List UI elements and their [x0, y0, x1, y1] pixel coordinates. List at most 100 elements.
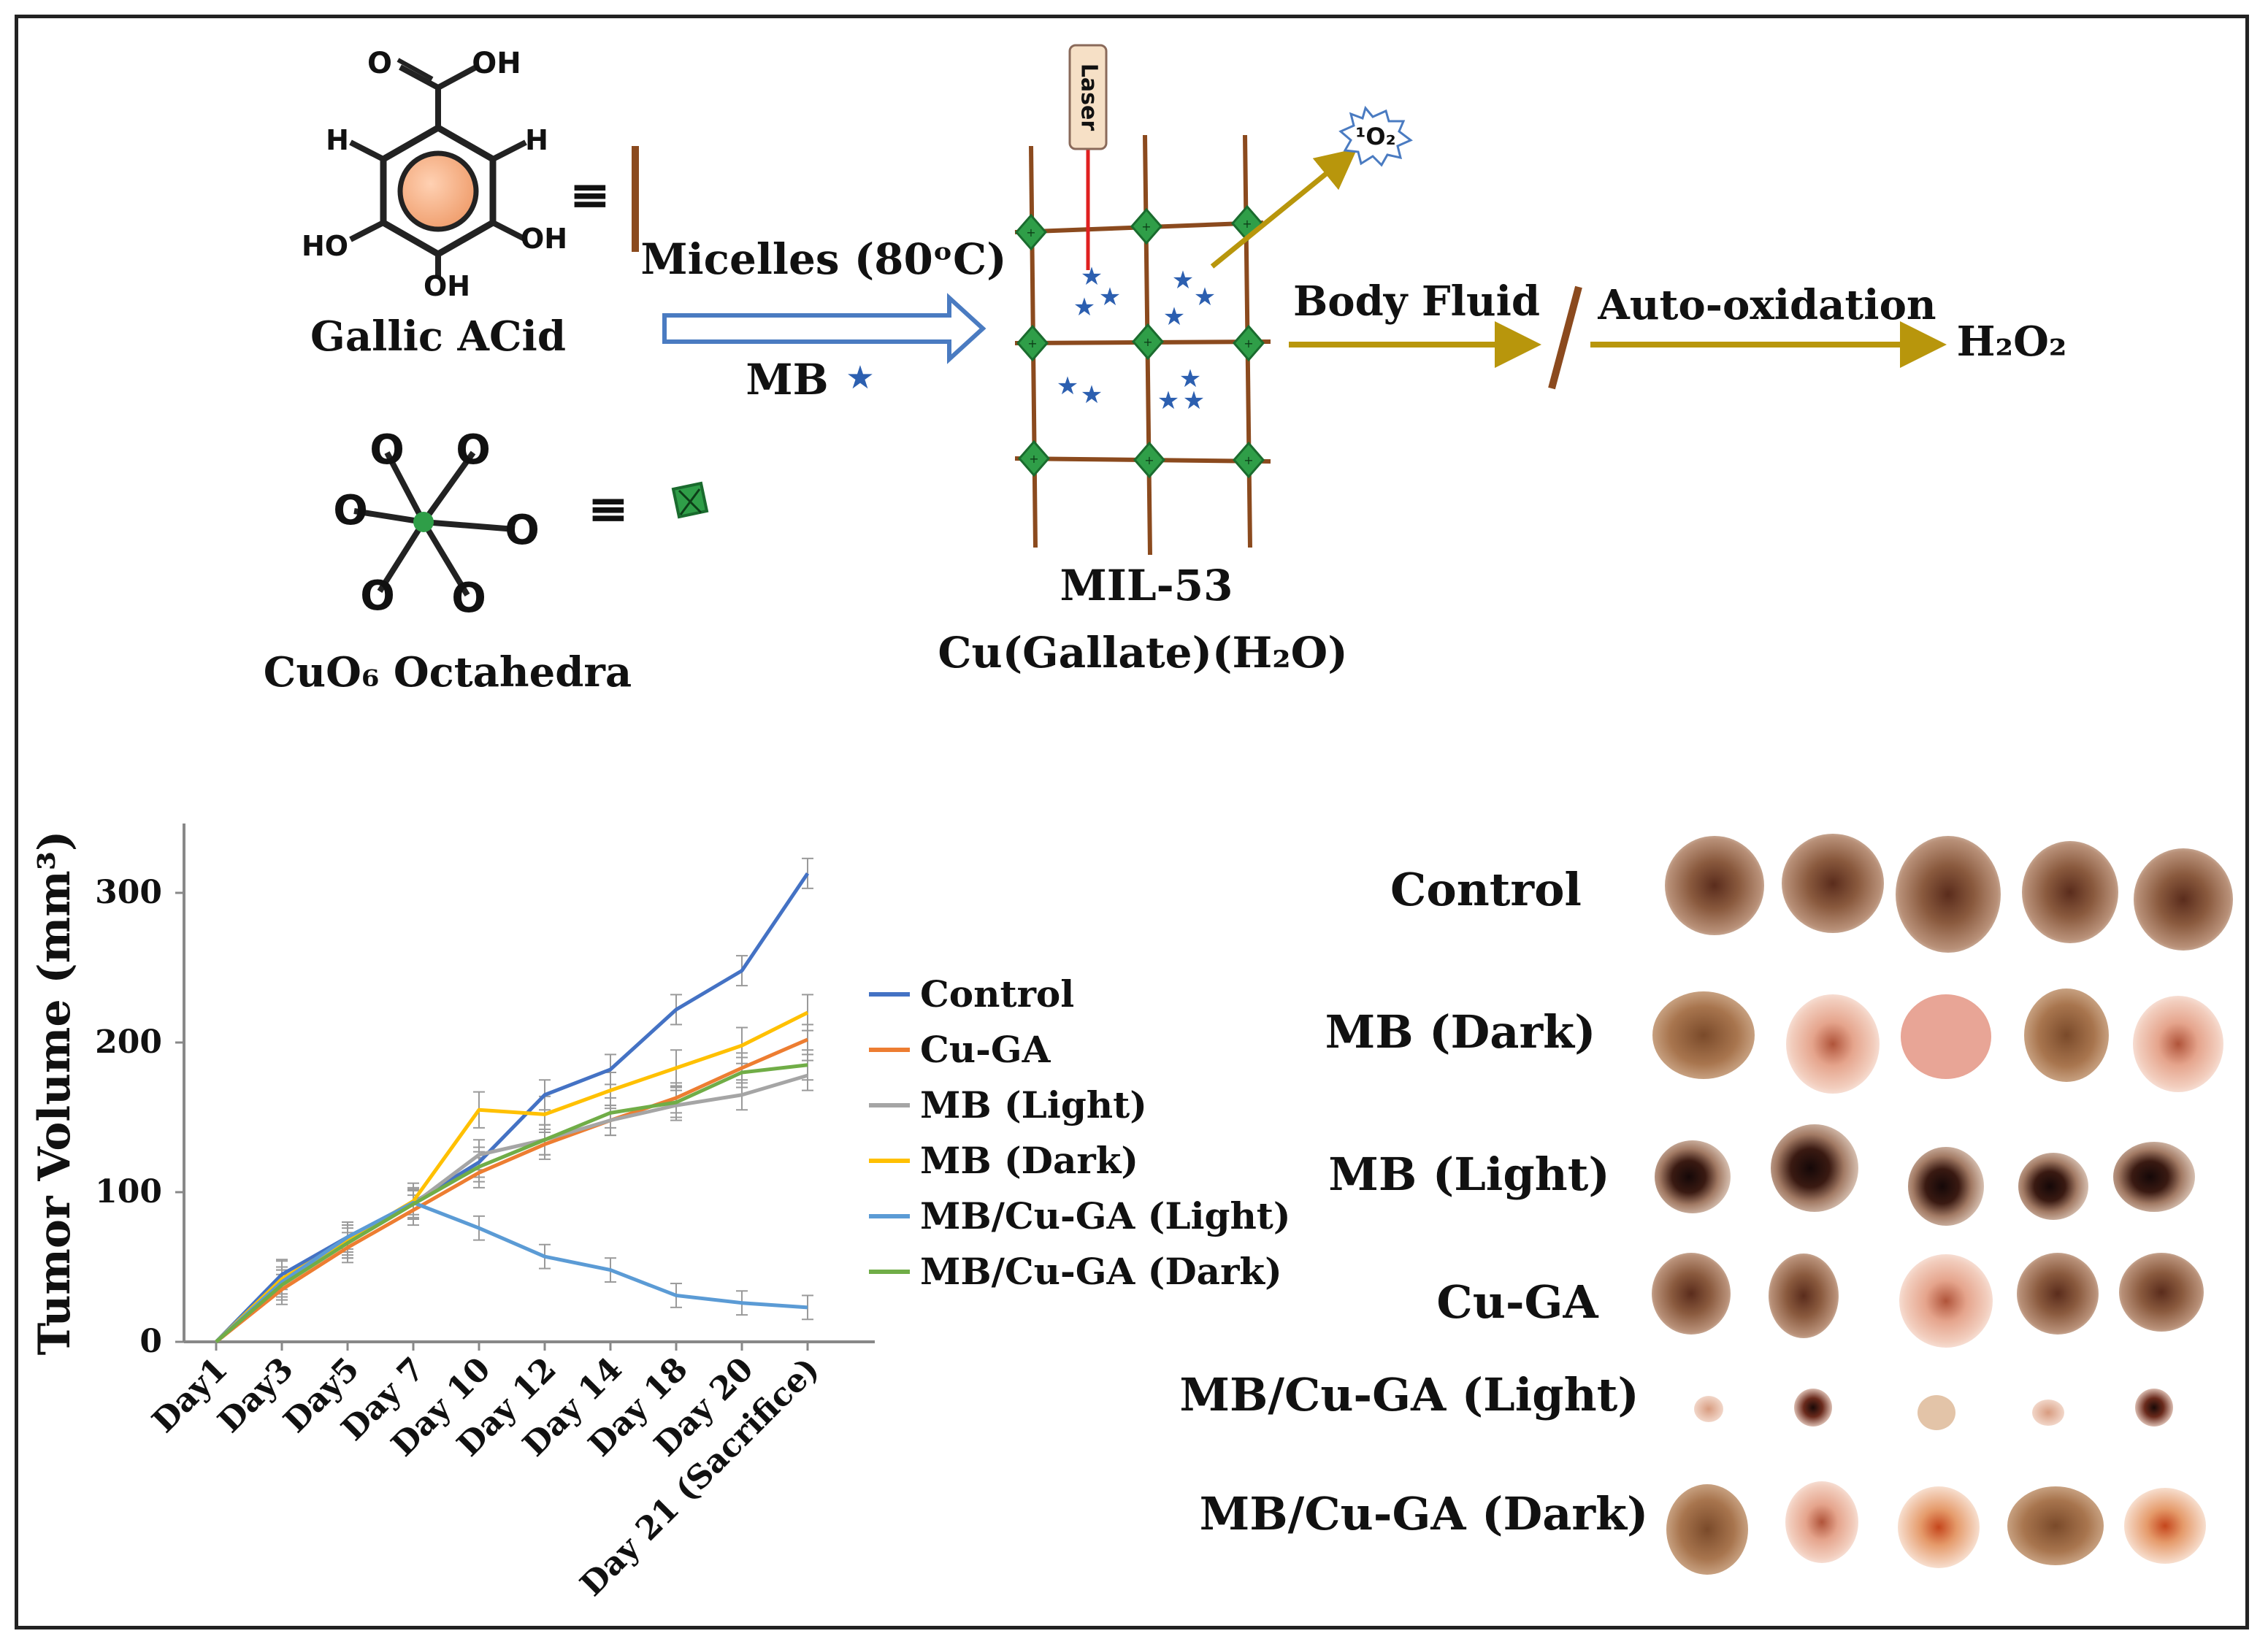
tumor-photo	[1655, 1140, 1731, 1213]
laser-box	[1068, 44, 1108, 150]
linker-fragment	[1548, 285, 1582, 390]
atom-h-right: H	[525, 124, 548, 156]
cuo6-o-6: O	[451, 575, 486, 622]
tumor-photo	[1782, 834, 1884, 933]
tumor-photo	[1786, 994, 1880, 1094]
cuo6-o-5: O	[360, 572, 395, 620]
cuo6-o-2: O	[456, 426, 491, 474]
micelles-label: Micelles (80ᵒC)	[640, 234, 1006, 284]
series-line-mb-cu-ga-light	[215, 1200, 808, 1343]
cu-gallate-label: Cu(Gallate)(H₂O)	[938, 628, 1347, 677]
tumor-photo	[1901, 994, 1991, 1079]
h2o2-label: H₂O₂	[1957, 318, 2067, 366]
photo-row-label-mb-cu-ga-light: MB/Cu-GA (Light)	[1179, 1368, 1639, 1421]
tumor-photos	[1652, 834, 2233, 1575]
mb-label: MB	[746, 355, 828, 404]
legend-label: MB/Cu-GA (Light)	[920, 1194, 1291, 1237]
legend-label: Control	[920, 972, 1074, 1016]
mil53-framework: + + + + + + + + + ★★★ ★★★ ★ ★ ★★ ★	[1014, 134, 1271, 556]
series-line-mb-dark	[215, 1010, 809, 1343]
series-line-mb-cu-ga-dark	[215, 1063, 808, 1343]
tumor-photo	[2135, 1389, 2173, 1427]
photo-row-label-mb-dark: MB (Dark)	[1325, 1005, 1596, 1059]
tumor-photo	[1898, 1486, 1980, 1568]
series-line-cu-ga	[215, 1037, 808, 1343]
legend-label: Cu-GA	[920, 1028, 1051, 1071]
cuo6-node-icon	[671, 481, 709, 519]
cuo6-structure: O O O O O O	[333, 426, 540, 622]
y-axis-label: Tumor Volume (mm³)	[29, 831, 80, 1356]
cuo6-label: CuO₆ Octahedra	[264, 648, 632, 696]
mb-star-icon: ★	[846, 359, 874, 396]
x-tick-label: Day1	[145, 1351, 235, 1440]
tumor-photo-row-mb-cu-ga-dark	[1666, 1481, 2206, 1575]
svg-text:+: +	[1029, 452, 1038, 466]
atom-oh-bottom: OH	[424, 270, 470, 302]
tumor-photo	[2133, 996, 2223, 1092]
y-tick-label: 100	[95, 1173, 162, 1210]
tumor-photo	[2032, 1400, 2064, 1426]
tumor-photo	[2113, 1142, 2195, 1212]
equiv-symbol-gallic: ≡	[570, 166, 611, 224]
tumor-photo-row-control	[1665, 834, 2233, 953]
y-tick-label: 200	[95, 1024, 162, 1061]
svg-text:★: ★	[1057, 372, 1079, 401]
tumor-photo	[1785, 1481, 1858, 1563]
micelles-arrow	[662, 293, 986, 364]
atom-o: O	[367, 47, 392, 80]
tumor-photo	[1666, 1484, 1748, 1575]
svg-text:+: +	[1244, 453, 1253, 467]
tumor-photo-labels: Control MB (Dark) MB (Light) Cu-GA MB/Cu…	[1179, 863, 1648, 1540]
tumor-photo	[1652, 1253, 1731, 1335]
singlet-oxygen-burst	[1338, 105, 1413, 167]
x-tick-label: Day3	[211, 1351, 301, 1440]
singlet-oxygen-arrow	[1210, 148, 1357, 269]
svg-text:★: ★	[1081, 380, 1103, 410]
svg-text:★: ★	[1172, 266, 1194, 295]
svg-text:★: ★	[1081, 262, 1103, 291]
photo-row-label-control: Control	[1390, 863, 1582, 916]
atom-ho-left: HO	[302, 230, 348, 262]
tumor-photo	[2134, 848, 2233, 951]
svg-text:+: +	[1141, 220, 1151, 234]
svg-text:★: ★	[1099, 283, 1121, 312]
tumor-photo	[2119, 1253, 2204, 1332]
y-tick-label: 0	[139, 1323, 162, 1360]
svg-text:★: ★	[1073, 293, 1095, 322]
svg-text:+: +	[1027, 337, 1037, 350]
figure-frame	[15, 15, 2249, 1629]
tumor-photo	[1652, 991, 1755, 1079]
tumor-photo	[2017, 1253, 2099, 1335]
cuo6-o-3: O	[333, 487, 368, 534]
tumor-photo	[1908, 1147, 1984, 1226]
atom-oh-right: OH	[521, 223, 567, 255]
auto-oxidation-label: Auto-oxidation	[1597, 281, 1936, 329]
cuo6-o-1: O	[369, 426, 405, 474]
tumor-photo	[1694, 1396, 1723, 1422]
legend-label: MB/Cu-GA (Dark)	[920, 1250, 1282, 1293]
tumor-photo	[1899, 1254, 1993, 1348]
body-fluid-label: Body Fluid	[1293, 277, 1540, 326]
tumor-photo	[2024, 988, 2109, 1082]
tumor-photo	[1665, 836, 1764, 935]
tumor-photo	[1771, 1124, 1858, 1212]
atom-oh-top: OH	[472, 47, 521, 80]
tumor-photo-row-mb-light	[1655, 1124, 2195, 1226]
svg-text:★: ★	[1163, 302, 1185, 331]
svg-text:+: +	[1026, 226, 1035, 239]
series-line-control	[215, 872, 810, 1343]
photo-row-label-cu-ga: Cu-GA	[1436, 1275, 1598, 1329]
tumor-photo	[1794, 1389, 1832, 1427]
equiv-symbol-cuo6: ≡	[588, 480, 629, 538]
gallic-acid-label: Gallic ACid	[310, 312, 566, 361]
svg-text:★: ★	[1183, 386, 1205, 415]
photo-row-label-mb-light: MB (Light)	[1328, 1148, 1610, 1201]
tumor-photo	[2018, 1153, 2088, 1220]
tumor-photo	[1918, 1395, 1955, 1430]
tumor-photo	[1896, 836, 2001, 953]
tumor-photo	[2007, 1486, 2104, 1565]
tumor-photo	[2022, 841, 2118, 943]
svg-text:+: +	[1242, 217, 1252, 231]
